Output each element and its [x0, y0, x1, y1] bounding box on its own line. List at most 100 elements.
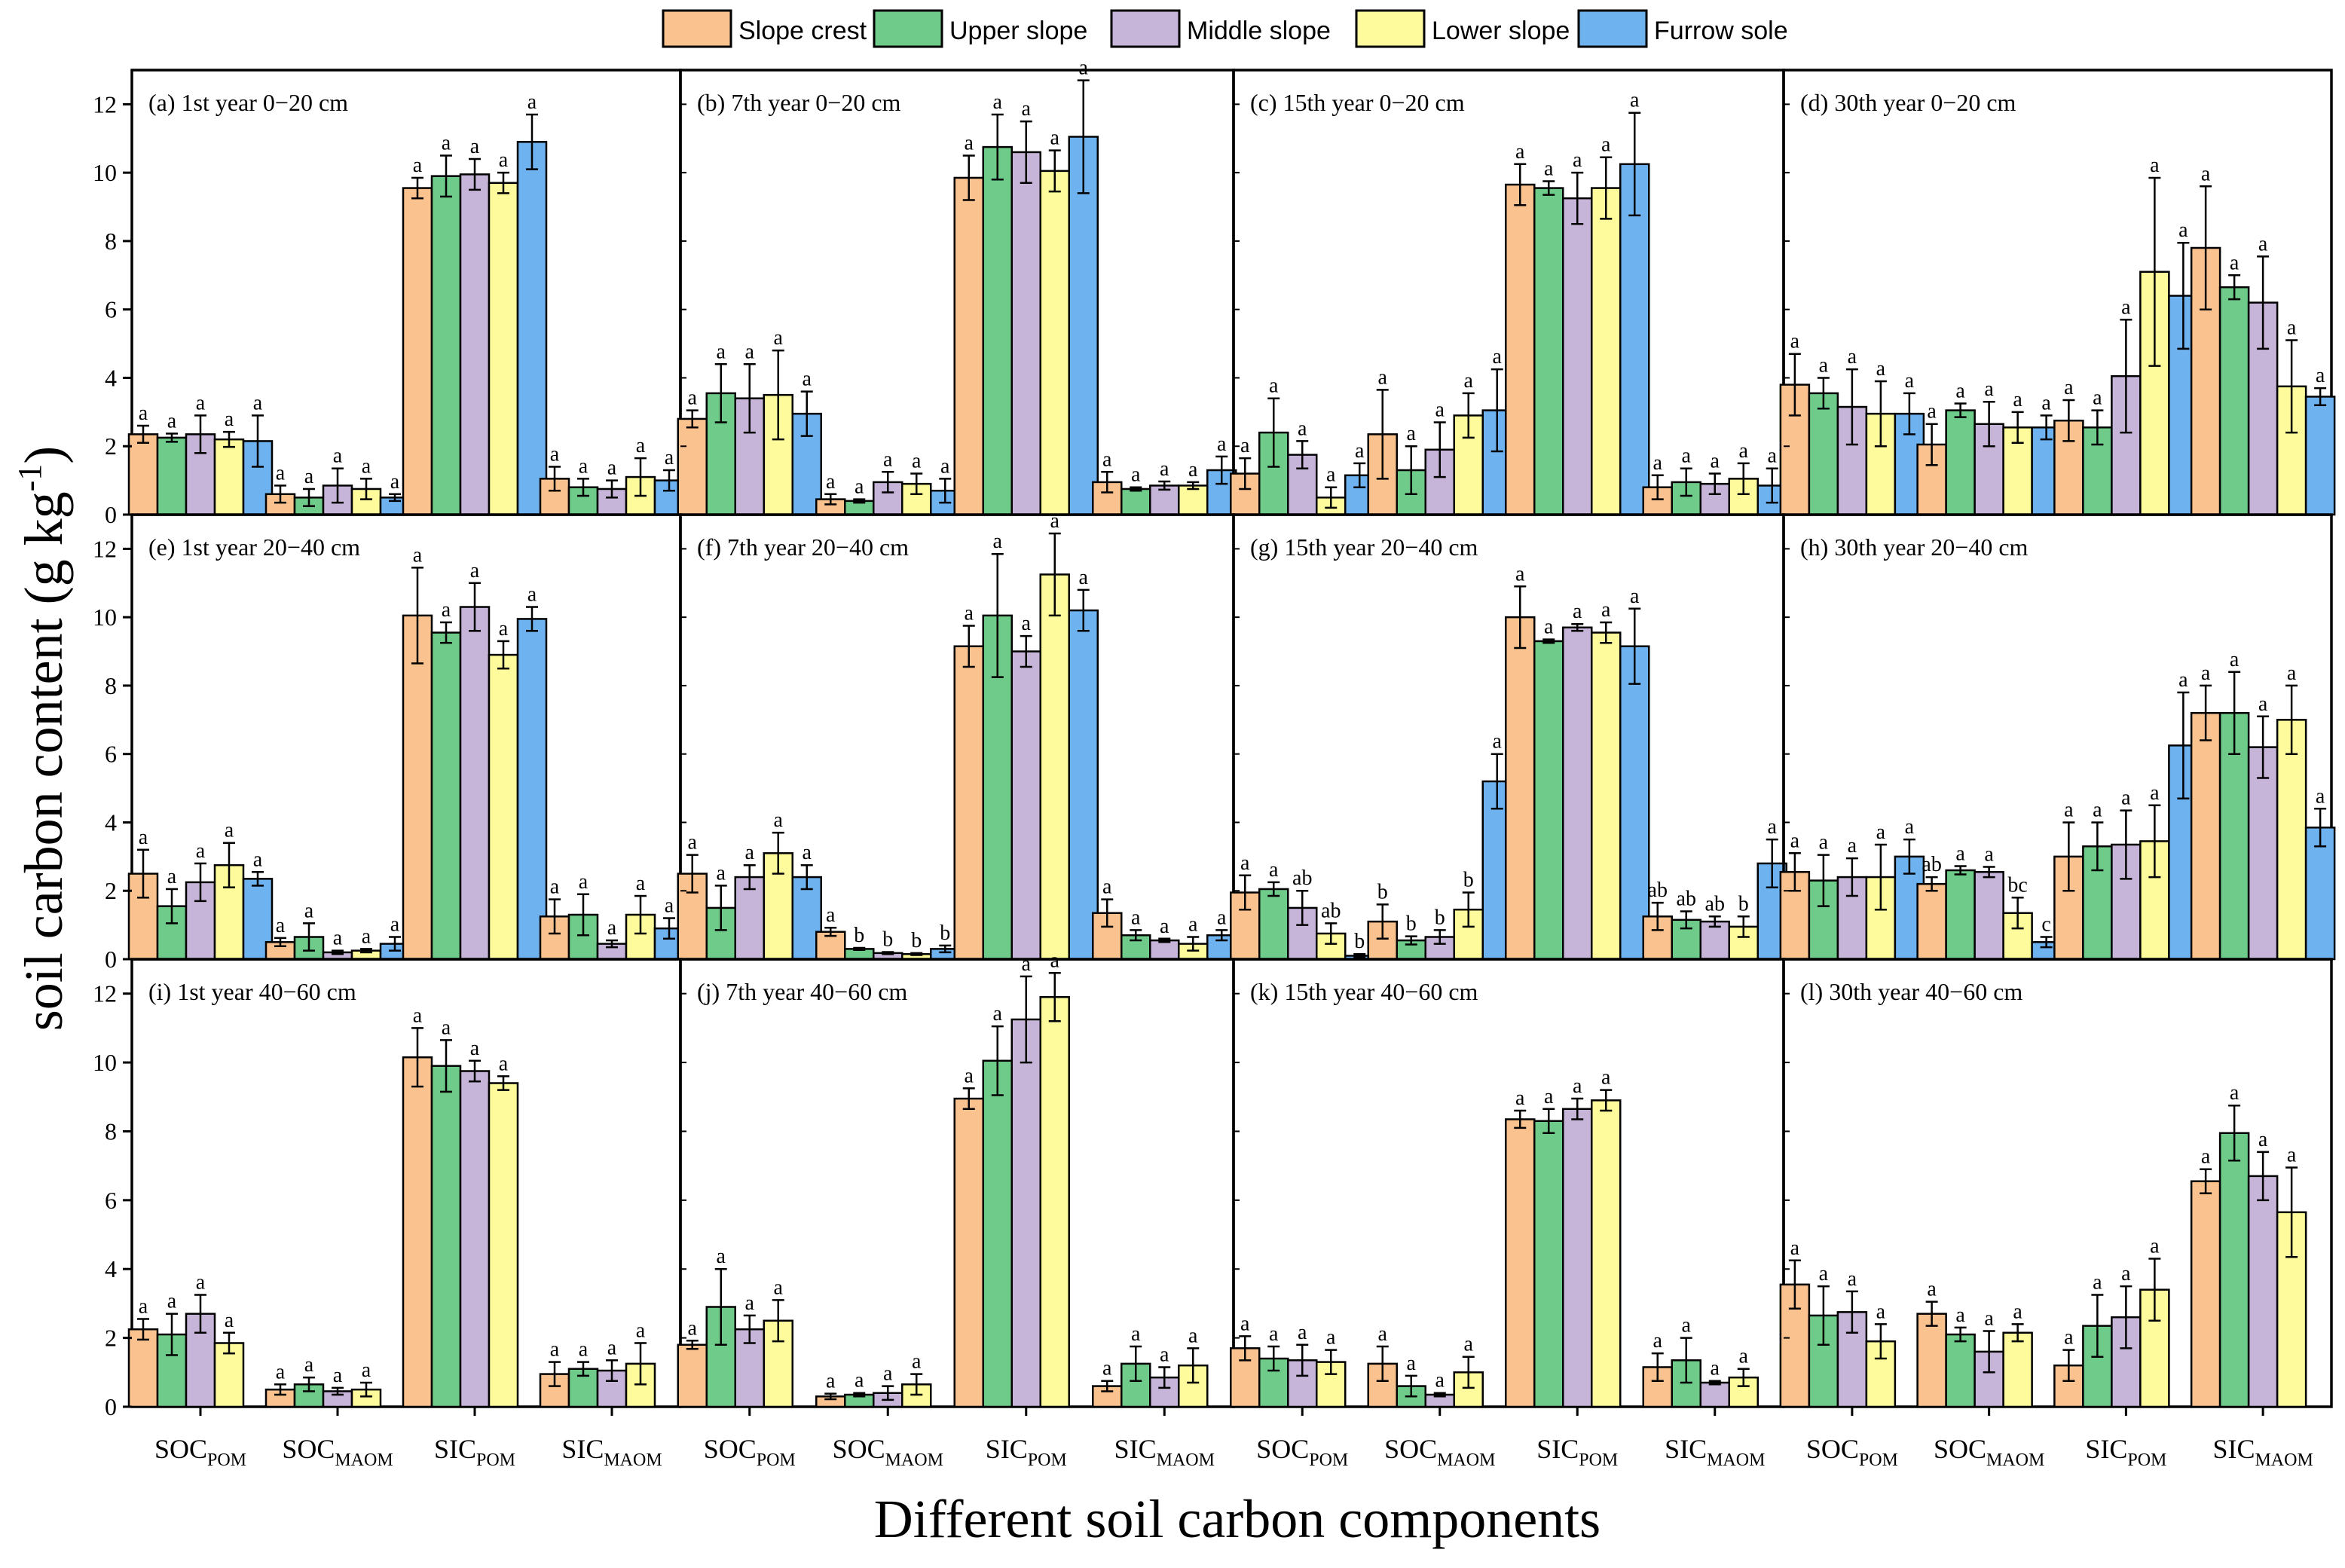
significance-letter: a: [1848, 345, 1857, 368]
bar-slope-crest: [1916, 882, 1947, 961]
significance-letter: a: [1984, 842, 1994, 866]
significance-letter: a: [1790, 829, 1800, 852]
legend-swatch-4: [1577, 9, 1648, 48]
x-tick-label: SICMAOM: [561, 1434, 662, 1470]
significance-letter: a: [717, 1245, 726, 1268]
significance-letter: a: [1160, 1343, 1169, 1366]
y-tick-label: 6: [105, 1187, 117, 1214]
significance-letter: a: [2258, 232, 2268, 255]
significance-letter: a: [1378, 365, 1388, 389]
bar-lower-slope: [488, 1082, 519, 1408]
significance-letter: a: [1435, 1369, 1445, 1392]
significance-letter: b: [1354, 930, 1365, 953]
category-main: SOC: [1384, 1434, 1437, 1464]
bar-middle-slope: [459, 606, 491, 961]
y-tick-label: 2: [105, 432, 117, 460]
significance-letter: a: [1378, 1322, 1388, 1346]
y-axis-title-group: soil carbon content (g kg-1): [11, 446, 74, 1031]
y-axis-title-tail: ): [14, 446, 74, 464]
significance-letter: a: [1269, 374, 1279, 398]
significance-letter: a: [1298, 417, 1307, 440]
significance-letter: a: [745, 340, 755, 363]
significance-letter: ab: [1922, 853, 1941, 876]
significance-letter: a: [2230, 648, 2240, 671]
bar-furrow-sole: [1068, 136, 1099, 516]
significance-letter: ab: [1648, 879, 1668, 902]
significance-letter: a: [1682, 445, 1692, 468]
significance-letter: a: [470, 559, 480, 582]
panel-title: (l) 30th year 40−60 cm: [1800, 978, 2022, 1005]
y-tick-label: 4: [105, 1255, 117, 1282]
x-tick-label: SOCPOM: [704, 1434, 796, 1470]
significance-letter: a: [1601, 1066, 1611, 1090]
significance-letter: b: [1406, 912, 1417, 936]
significance-letter: a: [1630, 585, 1640, 608]
significance-letter: a: [1768, 445, 1778, 468]
significance-letter: a: [2121, 295, 2131, 319]
panel-title: (g) 15th year 20−40 cm: [1250, 533, 1478, 561]
significance-letter: a: [717, 340, 726, 363]
panel-title: (h) 30th year 20−40 cm: [1800, 533, 2029, 561]
significance-letter: a: [196, 391, 206, 414]
significance-letter: a: [1160, 457, 1169, 481]
bar-furrow-sole: [516, 618, 548, 961]
bar-lower-slope: [1591, 631, 1622, 961]
bar-middle-slope: [2247, 1175, 2279, 1408]
significance-letter: a: [1653, 1329, 1663, 1353]
significance-letter: a: [1515, 140, 1525, 164]
significance-letter: a: [253, 848, 263, 871]
significance-letter: a: [826, 903, 836, 927]
significance-letter: a: [1188, 913, 1198, 937]
bar-upper-slope: [1533, 1120, 1564, 1408]
significance-letter: a: [2316, 364, 2325, 387]
bar-middle-slope: [2247, 746, 2279, 961]
bar-upper-slope: [1945, 1333, 1976, 1408]
significance-letter: a: [1848, 1267, 1857, 1291]
bar-slope-crest: [402, 614, 433, 961]
bar-middle-slope: [1562, 197, 1593, 516]
bar-upper-slope: [1808, 392, 1839, 516]
significance-letter: a: [1544, 1085, 1554, 1108]
significance-letter: a: [1984, 377, 1994, 401]
bar-upper-slope: [2218, 1132, 2250, 1408]
bar-lower-slope: [2276, 719, 2307, 961]
x-tick-label: SOCPOM: [1806, 1434, 1898, 1470]
significance-letter: a: [304, 465, 314, 488]
category-sub: POM: [2127, 1450, 2166, 1470]
y-tick-label: 2: [105, 1325, 117, 1352]
significance-letter: a: [1131, 906, 1141, 929]
significance-letter: a: [1102, 1357, 1112, 1380]
significance-letter: a: [2093, 1271, 2102, 1294]
bar-upper-slope: [2218, 286, 2250, 516]
significance-letter: a: [1407, 422, 1417, 445]
y-tick-label: 12: [93, 535, 117, 562]
significance-letter: a: [1022, 97, 1032, 121]
significance-letter: a: [579, 870, 589, 894]
significance-letter: a: [1493, 345, 1503, 368]
panel-title: (a) 1st year 0−20 cm: [148, 89, 348, 116]
significance-letter: a: [688, 831, 698, 854]
category-main: SOC: [154, 1434, 207, 1464]
category-sub: MAOM: [335, 1450, 393, 1470]
significance-letter: a: [1464, 1333, 1474, 1356]
significance-letter: a: [803, 841, 812, 864]
significance-letter: a: [774, 326, 784, 350]
category-main: SIC: [1665, 1434, 1707, 1464]
significance-letter: a: [1464, 369, 1474, 393]
y-tick-label: 8: [105, 1117, 117, 1145]
category-main: SOC: [1934, 1434, 1986, 1464]
significance-letter: a: [1876, 1300, 1886, 1323]
y-tick-label: 0: [105, 501, 117, 528]
significance-letter: a: [1711, 450, 1720, 473]
legend-label-3: Lower slope: [1432, 17, 1570, 45]
significance-letter: a: [1955, 1304, 1965, 1327]
significance-letter: a: [139, 1294, 148, 1318]
significance-letter: a: [1790, 1236, 1800, 1260]
significance-letter: a: [1050, 949, 1060, 972]
legend-label-0: Slope crest: [738, 17, 867, 45]
bar-slope-crest: [2190, 1180, 2221, 1408]
significance-letter: a: [1905, 369, 1915, 393]
significance-letter: a: [253, 391, 263, 414]
